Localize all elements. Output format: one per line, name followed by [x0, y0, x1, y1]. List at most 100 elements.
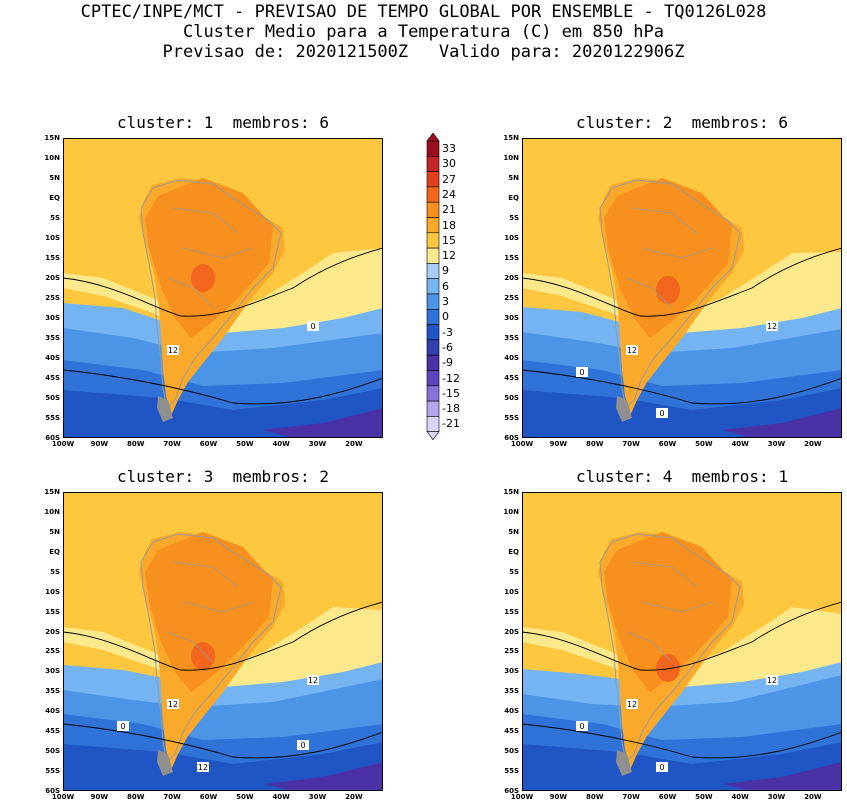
contour-label: 12: [168, 346, 178, 355]
temperature-band-minus9: [722, 408, 842, 438]
lat-tick-label: 5N: [508, 174, 519, 182]
temperature-band-9: [63, 248, 383, 333]
map-frame: [522, 138, 842, 438]
lon-tick-label: 20W: [345, 440, 363, 448]
lat-tick-label: EQ: [49, 547, 60, 556]
contour-label: 0: [300, 741, 305, 750]
lat-tick-label: 15S: [45, 254, 60, 262]
lon-tick-label: 50W: [236, 440, 254, 448]
lat-tick-label: 15N: [44, 134, 60, 142]
temperature-band-9: [522, 607, 842, 687]
lon-tick-label: 90W: [549, 440, 568, 448]
lon-tick-label: 90W: [549, 793, 568, 801]
colorbar-swatch: [426, 339, 440, 356]
temperature-band-minus9: [263, 408, 383, 438]
colorbar-arrow-top: [426, 133, 440, 142]
lat-tick-label: 15S: [504, 607, 519, 616]
lat-tick-label: 40S: [504, 354, 519, 362]
lat-tick-label: 10S: [504, 587, 519, 596]
lat-tick-label: 20S: [504, 627, 519, 636]
temperature-band-9: [63, 607, 383, 687]
panel-title-cluster-2: cluster: 2 membros: 6: [576, 113, 788, 132]
colorbar-swatch: [426, 354, 440, 371]
contour-label: 0: [310, 322, 315, 331]
contour-0: [63, 723, 383, 759]
lat-tick-label: 5S: [50, 214, 60, 222]
contour-0: [522, 369, 842, 405]
lat-tick-label: 5S: [509, 214, 519, 222]
country-borders: [626, 207, 713, 309]
contour-label-box: [576, 721, 588, 731]
temperature-max-spot: [191, 264, 215, 292]
lon-tick-label: 100W: [510, 793, 534, 801]
contour-label: 12: [767, 676, 777, 685]
lon-tick-label: 70W: [622, 793, 640, 801]
colorbar-swatch: [426, 186, 440, 203]
lon-tick-label: 20W: [804, 440, 822, 448]
lat-tick-label: 45S: [45, 727, 60, 736]
lon-tick-label: 70W: [163, 793, 181, 801]
colorbar-label: 0: [442, 310, 449, 324]
lon-tick-label: 60W: [658, 793, 677, 801]
lon-tick-label: 30W: [767, 793, 786, 801]
lat-tick-label: 10N: [503, 154, 519, 162]
lat-tick-label: 45S: [504, 727, 519, 736]
lat-tick-label: 15N: [503, 488, 519, 496]
lat-tick-label: 20S: [504, 274, 519, 282]
colorbar-label: 15: [442, 233, 456, 247]
contour-label-box: [167, 699, 179, 709]
map-frame: [63, 492, 383, 791]
lat-tick-label: 20S: [45, 627, 60, 636]
colorbar-swatch: [426, 263, 440, 279]
lat-tick-label: 10N: [44, 507, 60, 516]
lon-tick-label: 40W: [731, 793, 749, 801]
lat-tick-label: 30S: [45, 314, 60, 322]
lon-tick-label: 100W: [51, 793, 75, 801]
country-borders: [626, 561, 713, 663]
lat-tick-label: 25S: [504, 647, 519, 656]
lat-tick-label: 5N: [49, 527, 60, 536]
colorbar-label: 12: [442, 249, 456, 263]
lon-tick-label: 60W: [199, 793, 218, 801]
lat-tick-label: 45S: [504, 374, 519, 382]
contour-label-box: [297, 740, 309, 750]
colorbar-swatch: [426, 309, 440, 325]
contour-label-box: [576, 367, 588, 377]
colorbar-swatch: [426, 385, 440, 402]
lat-tick-label: 50S: [45, 394, 60, 402]
lon-tick-label: 90W: [90, 793, 109, 801]
lat-tick-label: 40S: [45, 354, 60, 362]
contour-label-box: [656, 408, 668, 418]
lat-tick-label: 10S: [45, 234, 60, 242]
colorbar-label: -9: [442, 356, 453, 370]
colorbar-label: 27: [442, 172, 456, 186]
lat-tick-label: 5N: [508, 527, 519, 536]
contour-label-box: [117, 721, 129, 731]
map-frame: [522, 492, 842, 791]
temperature-band-21: [145, 178, 273, 338]
lat-tick-label: 50S: [45, 747, 60, 756]
panel-title-cluster-3: cluster: 3 membros: 2: [117, 467, 329, 486]
colorbar-label: 3: [442, 295, 449, 308]
lon-tick-label: 70W: [622, 440, 640, 448]
lon-tick-label: 40W: [731, 440, 749, 448]
lat-tick-label: 60S: [504, 434, 519, 442]
lon-tick-label: 70W: [163, 440, 181, 448]
lat-tick-label: EQ: [508, 194, 519, 202]
header-title-line3: Previsao de: 2020121500Z Valido para: 20…: [162, 42, 685, 62]
map-panel-cluster-2: 12 12 0 0: [522, 138, 842, 438]
colorbar-swatch: [426, 140, 440, 157]
country-borders: [167, 207, 254, 309]
lon-tick-label: 60W: [199, 440, 218, 448]
colorbar-label: 24: [442, 187, 456, 201]
contour-label: 0: [659, 409, 664, 418]
lat-tick-label: EQ: [49, 194, 60, 202]
contour-label-box: [626, 345, 638, 355]
colorbar-label: 30: [442, 157, 456, 171]
lat-tick-label: 5S: [50, 567, 60, 576]
colorbar-swatch: [426, 324, 440, 341]
lon-tick-label: 60W: [658, 440, 677, 448]
patagonia-landmass: [616, 396, 632, 422]
country-borders: [167, 561, 254, 663]
continent-outline: [599, 179, 741, 410]
